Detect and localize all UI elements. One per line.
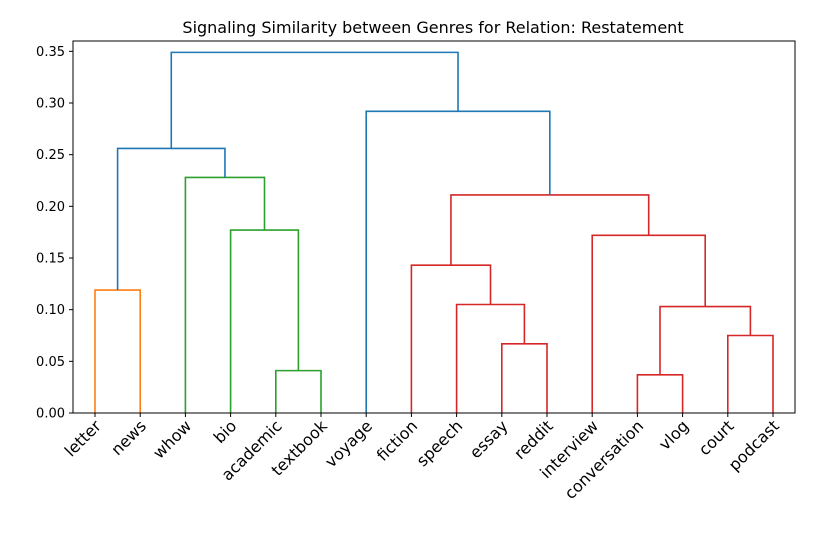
- dendrogram-link: [275, 369, 322, 413]
- y-tick-label: 0.15: [36, 252, 65, 267]
- leaf-label-essay: essay: [466, 416, 512, 462]
- dendrogram-link: [455, 303, 526, 413]
- dendrogram-link: [365, 110, 551, 413]
- y-tick-label: 0.20: [36, 200, 65, 215]
- x-axis: letter news whow bioacademictextbookvoyagef…: [61, 413, 783, 503]
- leaf-label-voyage: voyage: [321, 416, 376, 471]
- dendrogram-link: [170, 51, 459, 149]
- dendrogram-link: [636, 373, 684, 413]
- dendrogram-link: [229, 229, 300, 413]
- dendrogram-link: [591, 234, 706, 413]
- dendrogram-link: [184, 176, 266, 413]
- dendrogram-link: [410, 264, 492, 413]
- y-tick-label: 0.35: [36, 45, 65, 60]
- dendrogram-link: [94, 289, 141, 413]
- y-tick-label: 0.05: [36, 355, 65, 370]
- y-tick-label: 0.30: [36, 97, 65, 112]
- dendrogram-link: [116, 147, 226, 291]
- leaf-label-speech: speech: [413, 416, 467, 470]
- leaf-label-conversation: conversation: [561, 416, 648, 503]
- y-tick-label: 0.00: [36, 407, 65, 422]
- leaf-label-podcast: podcast: [725, 416, 783, 474]
- leaf-label-vlog: vlog: [655, 416, 692, 453]
- y-tick-label: 0.25: [36, 148, 65, 163]
- leaf-label-court: court: [695, 416, 738, 459]
- dendrogram-link: [501, 342, 548, 413]
- leaf-label-news: news: [107, 416, 150, 459]
- dendrogram-links: [94, 51, 774, 413]
- dendrogram-link: [659, 305, 752, 375]
- leaf-label-bio: bio: [210, 416, 241, 447]
- y-tick-label: 0.10: [36, 303, 65, 318]
- dendrogram-link: [727, 334, 774, 413]
- y-axis: 0.00 0.05 0.10 0.15 0.20 0.25 0.30 0.35: [36, 45, 73, 422]
- leaf-label-whow: whow: [149, 416, 195, 462]
- chart-title: Signaling Similarity between Genres for …: [182, 18, 683, 37]
- dendrogram-link: [450, 194, 650, 266]
- plot-frame: [72, 40, 796, 414]
- leaf-label-letter: letter: [61, 416, 105, 460]
